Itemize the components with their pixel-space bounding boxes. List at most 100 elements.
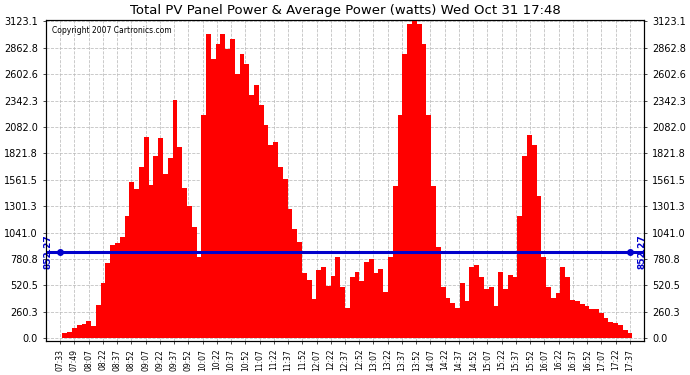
Bar — [239, 54, 244, 338]
Bar — [244, 64, 249, 338]
Bar — [359, 281, 364, 338]
Bar — [431, 186, 436, 338]
Bar — [345, 308, 350, 338]
Bar — [115, 243, 120, 338]
Bar — [201, 115, 206, 338]
Bar — [278, 166, 283, 338]
Bar — [489, 287, 493, 338]
Bar — [148, 185, 153, 338]
Bar — [484, 289, 489, 338]
Bar — [163, 174, 168, 338]
Bar — [498, 272, 503, 338]
Bar — [469, 267, 474, 338]
Text: 852.27: 852.27 — [44, 234, 53, 269]
Bar — [599, 313, 604, 338]
Bar — [316, 270, 321, 338]
Bar — [604, 318, 609, 338]
Bar — [618, 325, 623, 338]
Bar — [106, 263, 110, 338]
Bar — [264, 125, 268, 338]
Bar — [350, 277, 355, 338]
Bar — [321, 267, 326, 338]
Bar — [379, 269, 384, 338]
Bar — [225, 49, 230, 338]
Bar — [460, 283, 465, 338]
Bar — [513, 277, 518, 338]
Bar — [81, 324, 86, 338]
Bar — [364, 262, 369, 338]
Bar — [613, 323, 618, 338]
Bar — [302, 273, 307, 338]
Bar — [326, 286, 331, 338]
Bar — [527, 135, 532, 338]
Bar — [503, 289, 508, 338]
Bar — [383, 292, 388, 338]
Bar — [91, 326, 96, 338]
Bar — [474, 265, 479, 338]
Bar — [211, 59, 216, 338]
Bar — [580, 304, 584, 338]
Bar — [565, 277, 570, 338]
Bar — [62, 333, 68, 338]
Bar — [369, 259, 374, 338]
Bar — [555, 293, 560, 338]
Bar — [67, 332, 72, 338]
Bar — [288, 210, 293, 338]
Bar — [72, 328, 77, 338]
Title: Total PV Panel Power & Average Power (watts) Wed Oct 31 17:48: Total PV Panel Power & Average Power (wa… — [130, 4, 560, 17]
Bar — [197, 257, 201, 338]
Bar — [374, 273, 379, 338]
Bar — [393, 186, 397, 338]
Bar — [609, 322, 613, 338]
Bar — [172, 100, 177, 338]
Bar — [331, 276, 335, 338]
Bar — [259, 105, 264, 338]
Bar — [110, 244, 115, 338]
Bar — [230, 39, 235, 338]
Bar — [479, 277, 484, 338]
Bar — [402, 54, 407, 338]
Bar — [86, 321, 91, 338]
Text: 852.27: 852.27 — [637, 234, 646, 269]
Bar — [273, 142, 278, 338]
Bar — [101, 283, 106, 338]
Text: Copyright 2007 Cartronics.com: Copyright 2007 Cartronics.com — [52, 26, 171, 35]
Bar — [216, 44, 221, 338]
Bar — [125, 216, 130, 338]
Bar — [388, 257, 393, 338]
Bar — [139, 166, 144, 338]
Bar — [627, 333, 633, 338]
Bar — [493, 306, 498, 338]
Bar — [537, 196, 542, 338]
Bar — [187, 206, 192, 338]
Bar — [235, 74, 239, 338]
Bar — [451, 303, 455, 338]
Bar — [306, 280, 311, 338]
Bar — [412, 21, 417, 338]
Bar — [130, 182, 135, 338]
Bar — [397, 115, 402, 338]
Bar — [532, 146, 537, 338]
Bar — [158, 138, 163, 338]
Bar — [589, 309, 594, 338]
Bar — [168, 158, 172, 338]
Bar — [426, 115, 431, 338]
Bar — [622, 330, 628, 338]
Bar — [177, 147, 182, 338]
Bar — [153, 156, 158, 338]
Bar — [340, 286, 345, 338]
Bar — [311, 298, 316, 338]
Bar — [77, 325, 81, 338]
Bar — [144, 137, 148, 338]
Bar — [441, 287, 446, 338]
Bar — [192, 226, 197, 338]
Bar — [422, 44, 426, 338]
Bar — [407, 24, 412, 338]
Bar — [446, 298, 451, 338]
Bar — [575, 301, 580, 338]
Bar — [206, 34, 211, 338]
Bar — [120, 237, 125, 338]
Bar — [355, 272, 359, 338]
Bar — [297, 242, 302, 338]
Bar — [283, 179, 288, 338]
